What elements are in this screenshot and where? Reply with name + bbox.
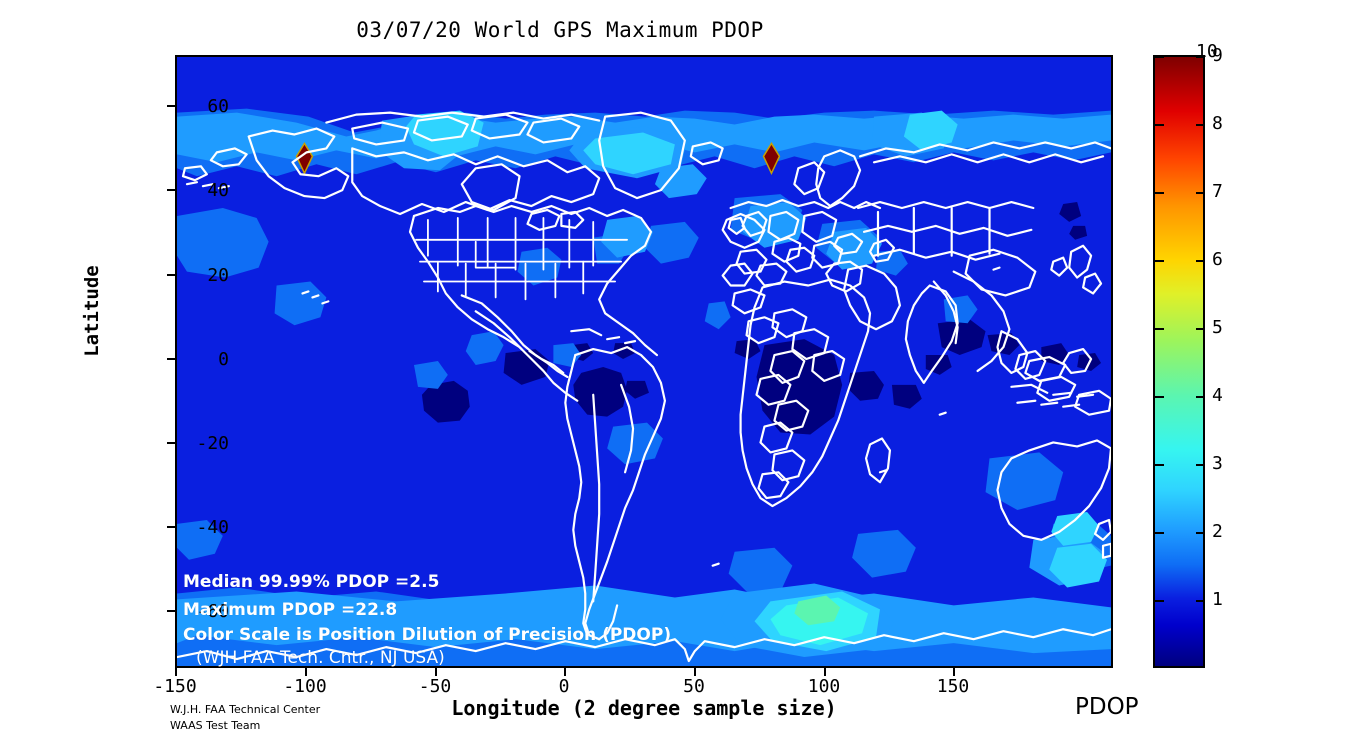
- y-axis-label: Latitude: [81, 265, 103, 357]
- colorbar-tick-6-left: [1155, 260, 1164, 262]
- annotation-color-scale: Color Scale is Position Dilution of Prec…: [183, 625, 672, 645]
- max-pdop-marker-russia: [762, 142, 781, 175]
- colorbar-tick-3-right: [1196, 464, 1205, 466]
- x-tick-label-50: 50: [683, 676, 705, 697]
- map-plot-area[interactable]: [175, 55, 1113, 668]
- world-coastlines: [177, 111, 1111, 663]
- y-tick-mark-60: [167, 105, 175, 107]
- colorbar-tick-4-right: [1196, 396, 1205, 398]
- x-tick-mark-m150: [175, 668, 177, 676]
- colorbar-label-9: 9: [1212, 45, 1223, 66]
- x-tick-mark-100: [824, 668, 826, 676]
- y-tick-label-m60: -60: [196, 601, 229, 622]
- colorbar-title: PDOP: [1075, 694, 1139, 720]
- annotation-source: (WJH FAA Tech. Cntr., NJ USA): [196, 648, 445, 668]
- colorbar-label-7: 7: [1212, 181, 1223, 202]
- colorbar-tick-8-right: [1196, 124, 1205, 126]
- colorbar-tick-4-left: [1155, 396, 1164, 398]
- colorbar-label-3: 3: [1212, 453, 1223, 474]
- y-tick-label-m40: -40: [196, 517, 229, 538]
- colorbar-tick-7-right: [1196, 192, 1205, 194]
- x-tick-mark-m100: [305, 668, 307, 676]
- footer-organization: W.J.H. FAA Technical Center: [170, 703, 321, 716]
- colorbar-label-4: 4: [1212, 385, 1223, 406]
- x-tick-mark-150: [953, 668, 955, 676]
- y-tick-mark-m60: [167, 610, 175, 612]
- colorbar-tick-8-left: [1155, 124, 1164, 126]
- colorbar-label-8: 8: [1212, 113, 1223, 134]
- x-tick-label-0: 0: [558, 676, 570, 697]
- annotation-maximum-pdop: Maximum PDOP =22.8: [183, 600, 398, 620]
- colorbar-tick-1-right: [1196, 600, 1205, 602]
- x-tick-label-100: 100: [807, 676, 841, 697]
- y-tick-mark-0: [167, 358, 175, 360]
- figure-title: 03/07/20 World GPS Maximum PDOP: [356, 18, 764, 42]
- pdop-very-high-regions: [770, 595, 869, 646]
- colorbar-tick-5-left: [1155, 328, 1164, 330]
- y-tick-label-0: 0: [218, 349, 229, 370]
- colorbar-label-10: 10: [1196, 41, 1218, 62]
- colorbar-label-5: 5: [1212, 317, 1223, 338]
- colorbar-gradient: [1155, 57, 1203, 666]
- x-tick-mark-m50: [435, 668, 437, 676]
- x-tick-label-150: 150: [936, 676, 970, 697]
- colorbar-tick-1-left: [1155, 600, 1164, 602]
- x-tick-label-m150: -150: [153, 676, 197, 697]
- annotation-median-pdop: Median 99.99% PDOP =2.5: [183, 572, 440, 592]
- colorbar-tick-7-left: [1155, 192, 1164, 194]
- colorbar-tick-2-left: [1155, 532, 1164, 534]
- colorbar-label-2: 2: [1212, 521, 1223, 542]
- y-tick-label-20: 20: [207, 265, 229, 286]
- colorbar-tick-5-right: [1196, 328, 1205, 330]
- x-tick-label-m100: -100: [283, 676, 327, 697]
- colorbar-tick-9-left: [1155, 56, 1164, 58]
- y-tick-mark-40: [167, 189, 175, 191]
- colorbar-tick-2-right: [1196, 532, 1205, 534]
- x-axis-label: Longitude (2 degree sample size): [451, 696, 837, 720]
- y-tick-mark-m40: [167, 526, 175, 528]
- colorbar-tick-3-left: [1155, 464, 1164, 466]
- colorbar-tick-6-right: [1196, 260, 1205, 262]
- footer-team: WAAS Test Team: [170, 719, 261, 732]
- pdop-contour-map: [177, 57, 1111, 666]
- y-tick-mark-m20: [167, 442, 175, 444]
- colorbar-label-6: 6: [1212, 249, 1223, 270]
- y-tick-mark-20: [167, 274, 175, 276]
- y-tick-label-40: 40: [207, 180, 229, 201]
- colorbar-label-1: 1: [1212, 589, 1223, 610]
- x-tick-mark-0: [564, 668, 566, 676]
- x-tick-label-m50: -50: [418, 676, 452, 697]
- x-tick-mark-50: [694, 668, 696, 676]
- y-tick-label-m20: -20: [196, 433, 229, 454]
- y-tick-label-60: 60: [207, 96, 229, 117]
- pdop-colorbar: [1153, 55, 1205, 668]
- colorbar-tick-9-right: [1196, 56, 1205, 58]
